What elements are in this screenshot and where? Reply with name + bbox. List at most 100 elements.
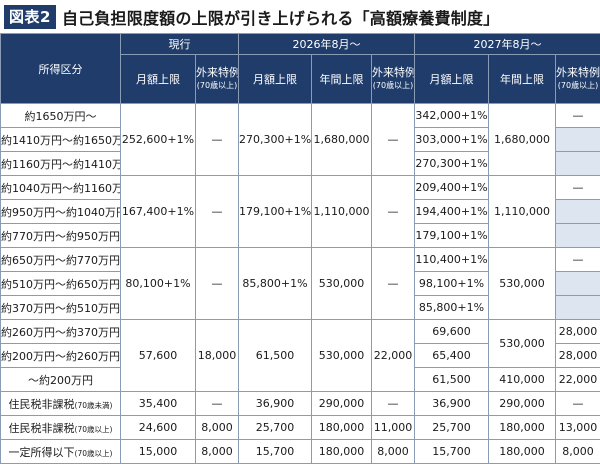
row-label: 約1160万円～約1410万円 [1,152,121,176]
header-2026-outpatient: 外来特例(70歳以上) [372,55,415,104]
row-label: 約650万円～約770万円 [1,248,121,272]
y2027-monthly-cell: 85,800+1% [415,296,489,320]
y2027-monthly-cell: 25,700 [415,416,489,440]
shaded-cell [556,152,600,176]
y2027-monthly-cell: 303,000+1% [415,128,489,152]
table-row: 約260万円～約370万円 57,600 18,000 61,500 530,0… [1,320,600,344]
shaded-cell [556,200,600,224]
table-row: 約650万円～約770万円 80,100+1% — 85,800+1% 530,… [1,248,600,272]
row-label: ～約200万円 [1,368,121,392]
shaded-cell [556,224,600,248]
current-monthly-cell: 35,400 [121,392,196,416]
y2026-annual-cell: 180,000 [312,440,372,464]
header-2026: 2026年8月～ [239,34,415,55]
y2026-annual-cell: 530,000 [312,248,372,320]
row-label: 約770万円～約950万円 [1,224,121,248]
current-outpatient-cell: — [196,248,239,320]
table-row: 住民税非課税(70歳以上) 24,600 8,000 25,700 180,00… [1,416,600,440]
y2027-monthly-cell: 342,000+1% [415,104,489,128]
header-current-outpatient: 外来特例(70歳以上) [196,55,239,104]
shaded-cell [556,272,600,296]
current-outpatient-cell: — [196,104,239,176]
current-monthly-cell: 24,600 [121,416,196,440]
y2027-outpatient-cell: — [556,248,600,272]
y2027-monthly-cell: 179,100+1% [415,224,489,248]
current-outpatient-cell: — [196,176,239,248]
y2027-monthly-cell: 110,400+1% [415,248,489,272]
y2027-outpatient-cell: — [556,104,600,128]
y2027-monthly-cell: 61,500 [415,368,489,392]
current-outpatient-cell: 8,000 [196,440,239,464]
y2026-outpatient-cell: — [372,392,415,416]
row-label: 一定所得以下(70歳以上) [1,440,121,464]
figure-badge: 図表2 [4,5,56,29]
figure-title-text: 自己負担限度額の上限が引き上げられる「高額療養費制度」 [62,5,499,29]
row-label: 住民税非課税(70歳以上) [1,416,121,440]
y2027-outpatient-cell: 8,000 [556,440,600,464]
table-row: 約1040万円～約1160万円 167,400+1% — 179,100+1% … [1,176,600,200]
y2026-monthly-cell: 61,500 [239,320,312,392]
y2027-monthly-cell: 15,700 [415,440,489,464]
row-label: 約950万円～約1040万円 [1,200,121,224]
y2026-outpatient-cell: 11,000 [372,416,415,440]
y2026-outpatient-cell: — [372,104,415,176]
y2027-annual-cell: 180,000 [489,440,556,464]
y2027-outpatient-cell: 22,000 [556,368,600,392]
row-label: 約510万円～約650万円 [1,272,121,296]
y2027-monthly-cell: 194,400+1% [415,200,489,224]
row-label: 約1650万円～ [1,104,121,128]
row-label: 約200万円～約260万円 [1,344,121,368]
y2026-annual-cell: 1,680,000 [312,104,372,176]
y2026-outpatient-cell: 22,000 [372,320,415,392]
header-2027-monthly: 月額上限 [415,55,489,104]
shaded-cell [556,128,600,152]
shaded-cell [556,296,600,320]
y2027-monthly-cell: 36,900 [415,392,489,416]
y2026-outpatient-cell: — [372,248,415,320]
y2026-outpatient-cell: — [372,176,415,248]
y2027-annual-cell: 530,000 [489,248,556,320]
row-label: 約370万円～約510万円 [1,296,121,320]
y2027-annual-cell: 1,110,000 [489,176,556,248]
current-outpatient-cell: 8,000 [196,416,239,440]
current-monthly-cell: 80,100+1% [121,248,196,320]
y2027-outpatient-cell: 13,000 [556,416,600,440]
y2026-monthly-cell: 179,100+1% [239,176,312,248]
y2027-outpatient-cell: 28,000 [556,344,600,368]
y2026-annual-cell: 530,000 [312,320,372,392]
current-monthly-cell: 167,400+1% [121,176,196,248]
row-label: 約1410万円～約1650万円 [1,128,121,152]
y2027-outpatient-cell: 28,000 [556,320,600,344]
current-monthly-cell: 252,600+1% [121,104,196,176]
y2026-monthly-cell: 270,300+1% [239,104,312,176]
header-2026-annual: 年間上限 [312,55,372,104]
header-current: 現行 [121,34,239,55]
y2026-monthly-cell: 25,700 [239,416,312,440]
row-label: 約1040万円～約1160万円 [1,176,121,200]
y2027-monthly-cell: 98,100+1% [415,272,489,296]
header-2027-annual: 年間上限 [489,55,556,104]
current-monthly-cell: 15,000 [121,440,196,464]
header-current-monthly: 月額上限 [121,55,196,104]
y2026-outpatient-cell: 8,000 [372,440,415,464]
header-2026-monthly: 月額上限 [239,55,312,104]
header-category: 所得区分 [1,34,121,104]
y2027-monthly-cell: 270,300+1% [415,152,489,176]
row-label: 約260万円～約370万円 [1,320,121,344]
y2027-monthly-cell: 209,400+1% [415,176,489,200]
y2026-annual-cell: 290,000 [312,392,372,416]
y2027-monthly-cell: 69,600 [415,320,489,344]
figure-title: 図表2 自己負担限度額の上限が引き上げられる「高額療養費制度」 [4,4,596,30]
header-2027: 2027年8月～ [415,34,600,55]
y2027-annual-cell: 1,680,000 [489,104,556,176]
y2027-outpatient-cell: — [556,392,600,416]
y2027-annual-cell: 530,000 [489,320,556,368]
y2027-annual-cell: 290,000 [489,392,556,416]
y2026-monthly-cell: 85,800+1% [239,248,312,320]
y2026-monthly-cell: 15,700 [239,440,312,464]
y2026-monthly-cell: 36,900 [239,392,312,416]
header-2027-outpatient: 外来特例(70歳以上) [556,55,600,104]
current-outpatient-cell: 18,000 [196,320,239,392]
y2027-annual-cell: 180,000 [489,416,556,440]
row-label: 住民税非課税(70歳未満) [1,392,121,416]
